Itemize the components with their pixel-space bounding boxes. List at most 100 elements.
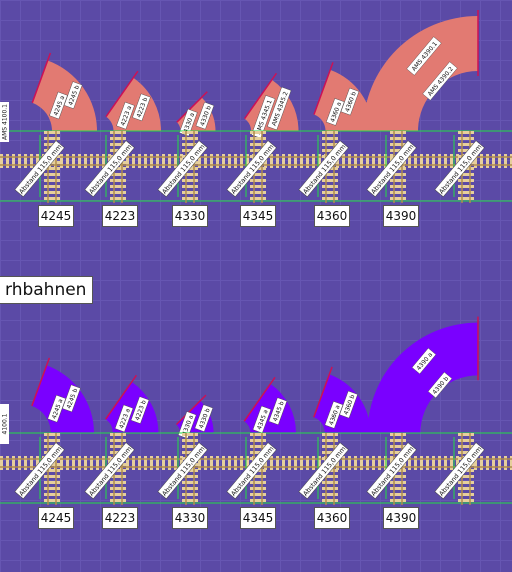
- track-sleeper: [458, 191, 474, 194]
- track-sleeper: [182, 143, 198, 146]
- piece-end-line: [313, 62, 334, 115]
- track-sleeper: [182, 131, 198, 134]
- track-sleeper: [250, 197, 266, 200]
- track-sleeper: [458, 149, 474, 152]
- track-sleeper: [30, 456, 33, 470]
- track-sleeper: [486, 456, 489, 470]
- track-sleeper: [444, 154, 447, 168]
- distance-label: Abstand 115,0 mm: [84, 442, 135, 500]
- track-sleeper: [322, 185, 338, 188]
- track-sleeper: [458, 481, 474, 484]
- track-sleeper: [458, 451, 474, 454]
- track-sleeper: [216, 154, 219, 168]
- code-label-bottom-4345: 4345: [240, 507, 276, 529]
- track-sleeper: [354, 154, 357, 168]
- track-sleeper: [138, 456, 141, 470]
- track-sleeper: [250, 487, 266, 490]
- track-sleeper: [182, 173, 198, 176]
- track-sleeper: [276, 456, 279, 470]
- track-sleeper: [72, 456, 75, 470]
- track-sleeper: [306, 154, 309, 168]
- track-sleeper: [168, 456, 171, 470]
- code-label-bottom-4223: 4223: [102, 507, 138, 529]
- curve-piece-4390: [363, 16, 478, 131]
- track-sleeper: [270, 154, 273, 168]
- track-sleeper: [408, 456, 411, 470]
- track-sleeper: [390, 451, 406, 454]
- track-sleeper: [66, 154, 69, 168]
- track-sleeper: [250, 499, 266, 502]
- track-sleeper: [144, 154, 147, 168]
- track-sleeper: [444, 456, 447, 470]
- track-sleeper: [486, 154, 489, 168]
- track-sleeper: [456, 456, 459, 470]
- piece-end-line: [243, 376, 276, 422]
- track-sleeper: [96, 154, 99, 168]
- edge-label: AMS 4100.1: [0, 102, 9, 142]
- track-sleeper: [110, 179, 126, 182]
- track-sleeper: [44, 137, 60, 140]
- track-sleeper: [498, 456, 501, 470]
- track-sleeper: [182, 191, 198, 194]
- track-sleeper: [110, 185, 126, 188]
- track-sleeper: [156, 154, 159, 168]
- distance-label: Abstand 115,0 mm: [84, 140, 135, 198]
- track-sleeper: [458, 131, 474, 134]
- track-sleeper: [354, 456, 357, 470]
- piece-end-line: [176, 91, 208, 123]
- track-sleeper: [182, 433, 198, 436]
- track-sleeper: [182, 179, 198, 182]
- track-sleeper: [390, 499, 406, 502]
- track-sleeper: [44, 433, 60, 436]
- track-sleeper: [322, 451, 338, 454]
- track-sleeper: [168, 154, 171, 168]
- track-sleeper: [322, 433, 338, 436]
- track-sleeper: [458, 487, 474, 490]
- track-sleeper: [44, 143, 60, 146]
- track-sleeper: [198, 154, 201, 168]
- track-sleeper: [84, 154, 87, 168]
- track-sleeper: [182, 487, 198, 490]
- track-sleeper: [366, 154, 369, 168]
- track-sleeper: [390, 137, 406, 140]
- piece-end-line: [243, 72, 278, 120]
- track-sleeper: [216, 456, 219, 470]
- track-sleeper: [90, 456, 93, 470]
- track-sleeper: [342, 154, 345, 168]
- track-sleeper: [182, 439, 198, 442]
- track-sleeper: [294, 154, 297, 168]
- track-sleeper: [390, 445, 406, 448]
- track-sleeper: [222, 154, 225, 168]
- track-sleeper: [318, 154, 321, 168]
- code-label-bottom-4390: 4390: [383, 507, 419, 529]
- track-sleeper: [228, 456, 231, 470]
- track-sleeper: [480, 456, 483, 470]
- track-sleeper: [498, 154, 501, 168]
- track-sleeper: [234, 456, 237, 470]
- track-sleeper: [322, 439, 338, 442]
- track-sleeper: [126, 154, 129, 168]
- track-sleeper: [458, 185, 474, 188]
- track-sleeper: [432, 456, 435, 470]
- track-sleeper: [458, 499, 474, 502]
- track-sleeper: [6, 154, 9, 168]
- track-sleeper: [182, 499, 198, 502]
- track-sleeper: [322, 445, 338, 448]
- code-label-top-4330: 4330: [172, 205, 208, 227]
- track-sleeper: [150, 456, 153, 470]
- curve-piece-4360: [313, 374, 371, 433]
- track-sleeper: [458, 475, 474, 478]
- track-sleeper: [390, 493, 406, 496]
- code-label-top-4390: 4390: [383, 205, 419, 227]
- track-sleeper: [182, 451, 198, 454]
- track-sleeper: [250, 131, 266, 134]
- track-sleeper: [24, 154, 27, 168]
- track-sleeper: [250, 185, 266, 188]
- track-sleeper: [110, 487, 126, 490]
- track-sleeper: [60, 154, 63, 168]
- track-sleeper: [144, 456, 147, 470]
- track-sleeper: [458, 179, 474, 182]
- track-sleeper: [110, 499, 126, 502]
- code-label-top-4360: 4360: [314, 205, 350, 227]
- code-label-top-4223: 4223: [102, 205, 138, 227]
